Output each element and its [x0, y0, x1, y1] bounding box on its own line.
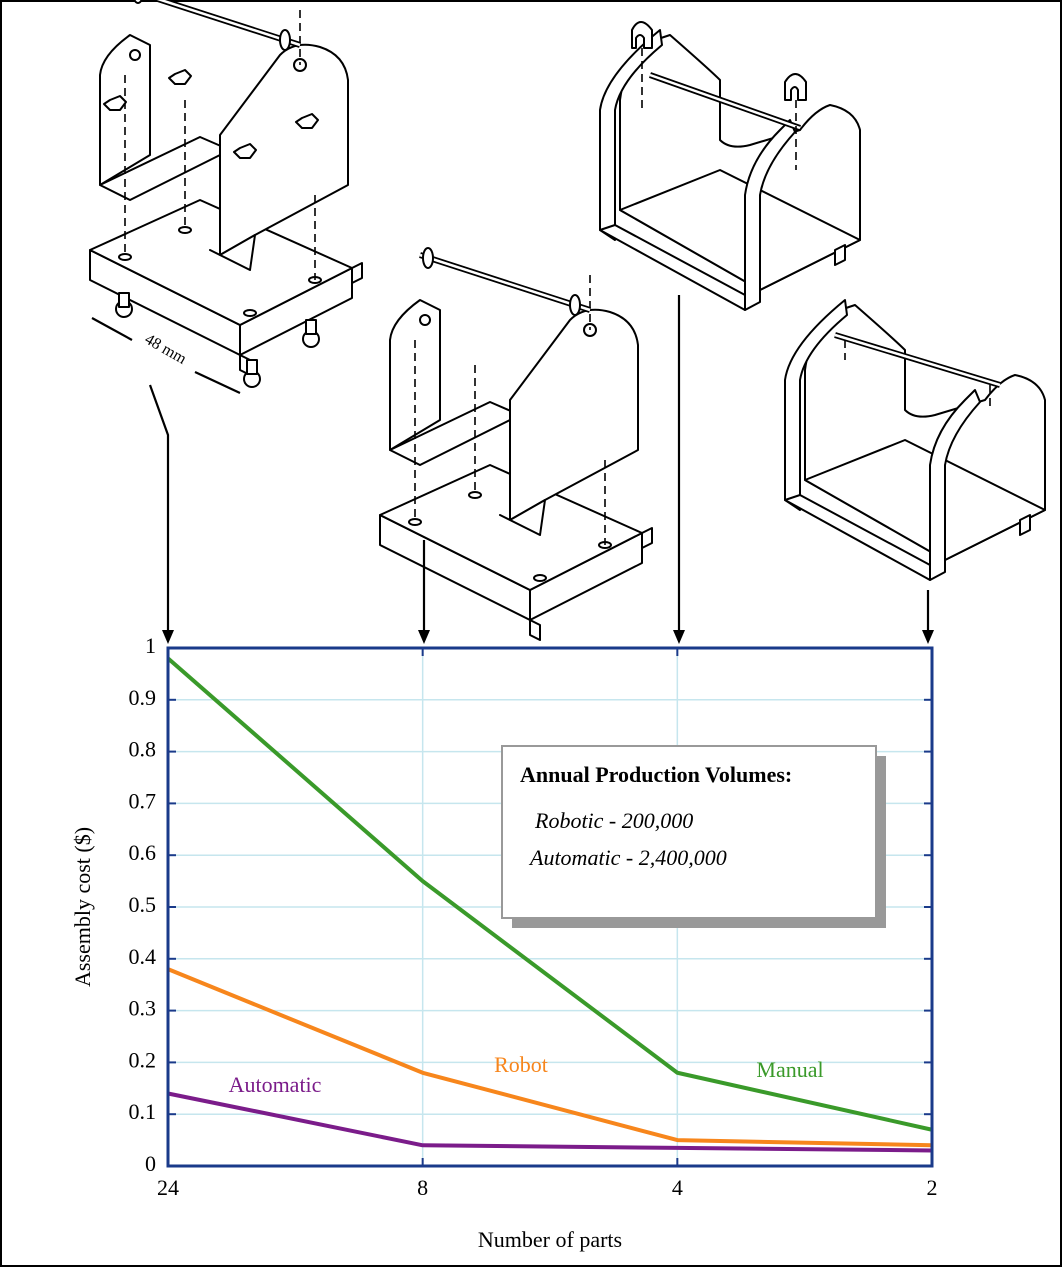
y-tick-label: 0.4	[129, 944, 157, 969]
y-tick-label: 0.9	[129, 685, 157, 710]
y-tick-label: 0.5	[129, 892, 157, 917]
y-tick-label: 0.2	[129, 1047, 157, 1072]
figure: 48 mm Assembly cost ($) Number of parts …	[0, 0, 1063, 1268]
x-tick-label: 24	[157, 1175, 179, 1200]
y-tick-label: 0.7	[129, 788, 157, 813]
y-tick-label: 0.1	[129, 1099, 157, 1124]
series-label: Robot	[494, 1052, 548, 1077]
annotation-line: Automatic - 2,400,000	[528, 845, 727, 870]
y-tick-label: 0	[145, 1151, 156, 1176]
y-tick-label: 1	[145, 633, 156, 658]
series-label: Automatic	[229, 1072, 322, 1097]
annotation-title: Annual Production Volumes:	[520, 762, 792, 787]
y-tick-label: 0.6	[129, 840, 157, 865]
x-tick-label: 4	[672, 1175, 683, 1200]
y-tick-label: 0.3	[129, 996, 157, 1021]
x-axis-label: Number of parts	[478, 1227, 622, 1252]
annotation-box: Annual Production Volumes: Robotic - 200…	[502, 746, 886, 928]
x-tick-label: 2	[927, 1175, 938, 1200]
y-tick-label: 0.8	[129, 737, 157, 762]
x-tick-label: 8	[417, 1175, 428, 1200]
series-label: Manual	[756, 1057, 823, 1082]
y-axis-label: Assembly cost ($)	[70, 827, 95, 987]
annotation-line: Robotic - 200,000	[534, 808, 693, 833]
